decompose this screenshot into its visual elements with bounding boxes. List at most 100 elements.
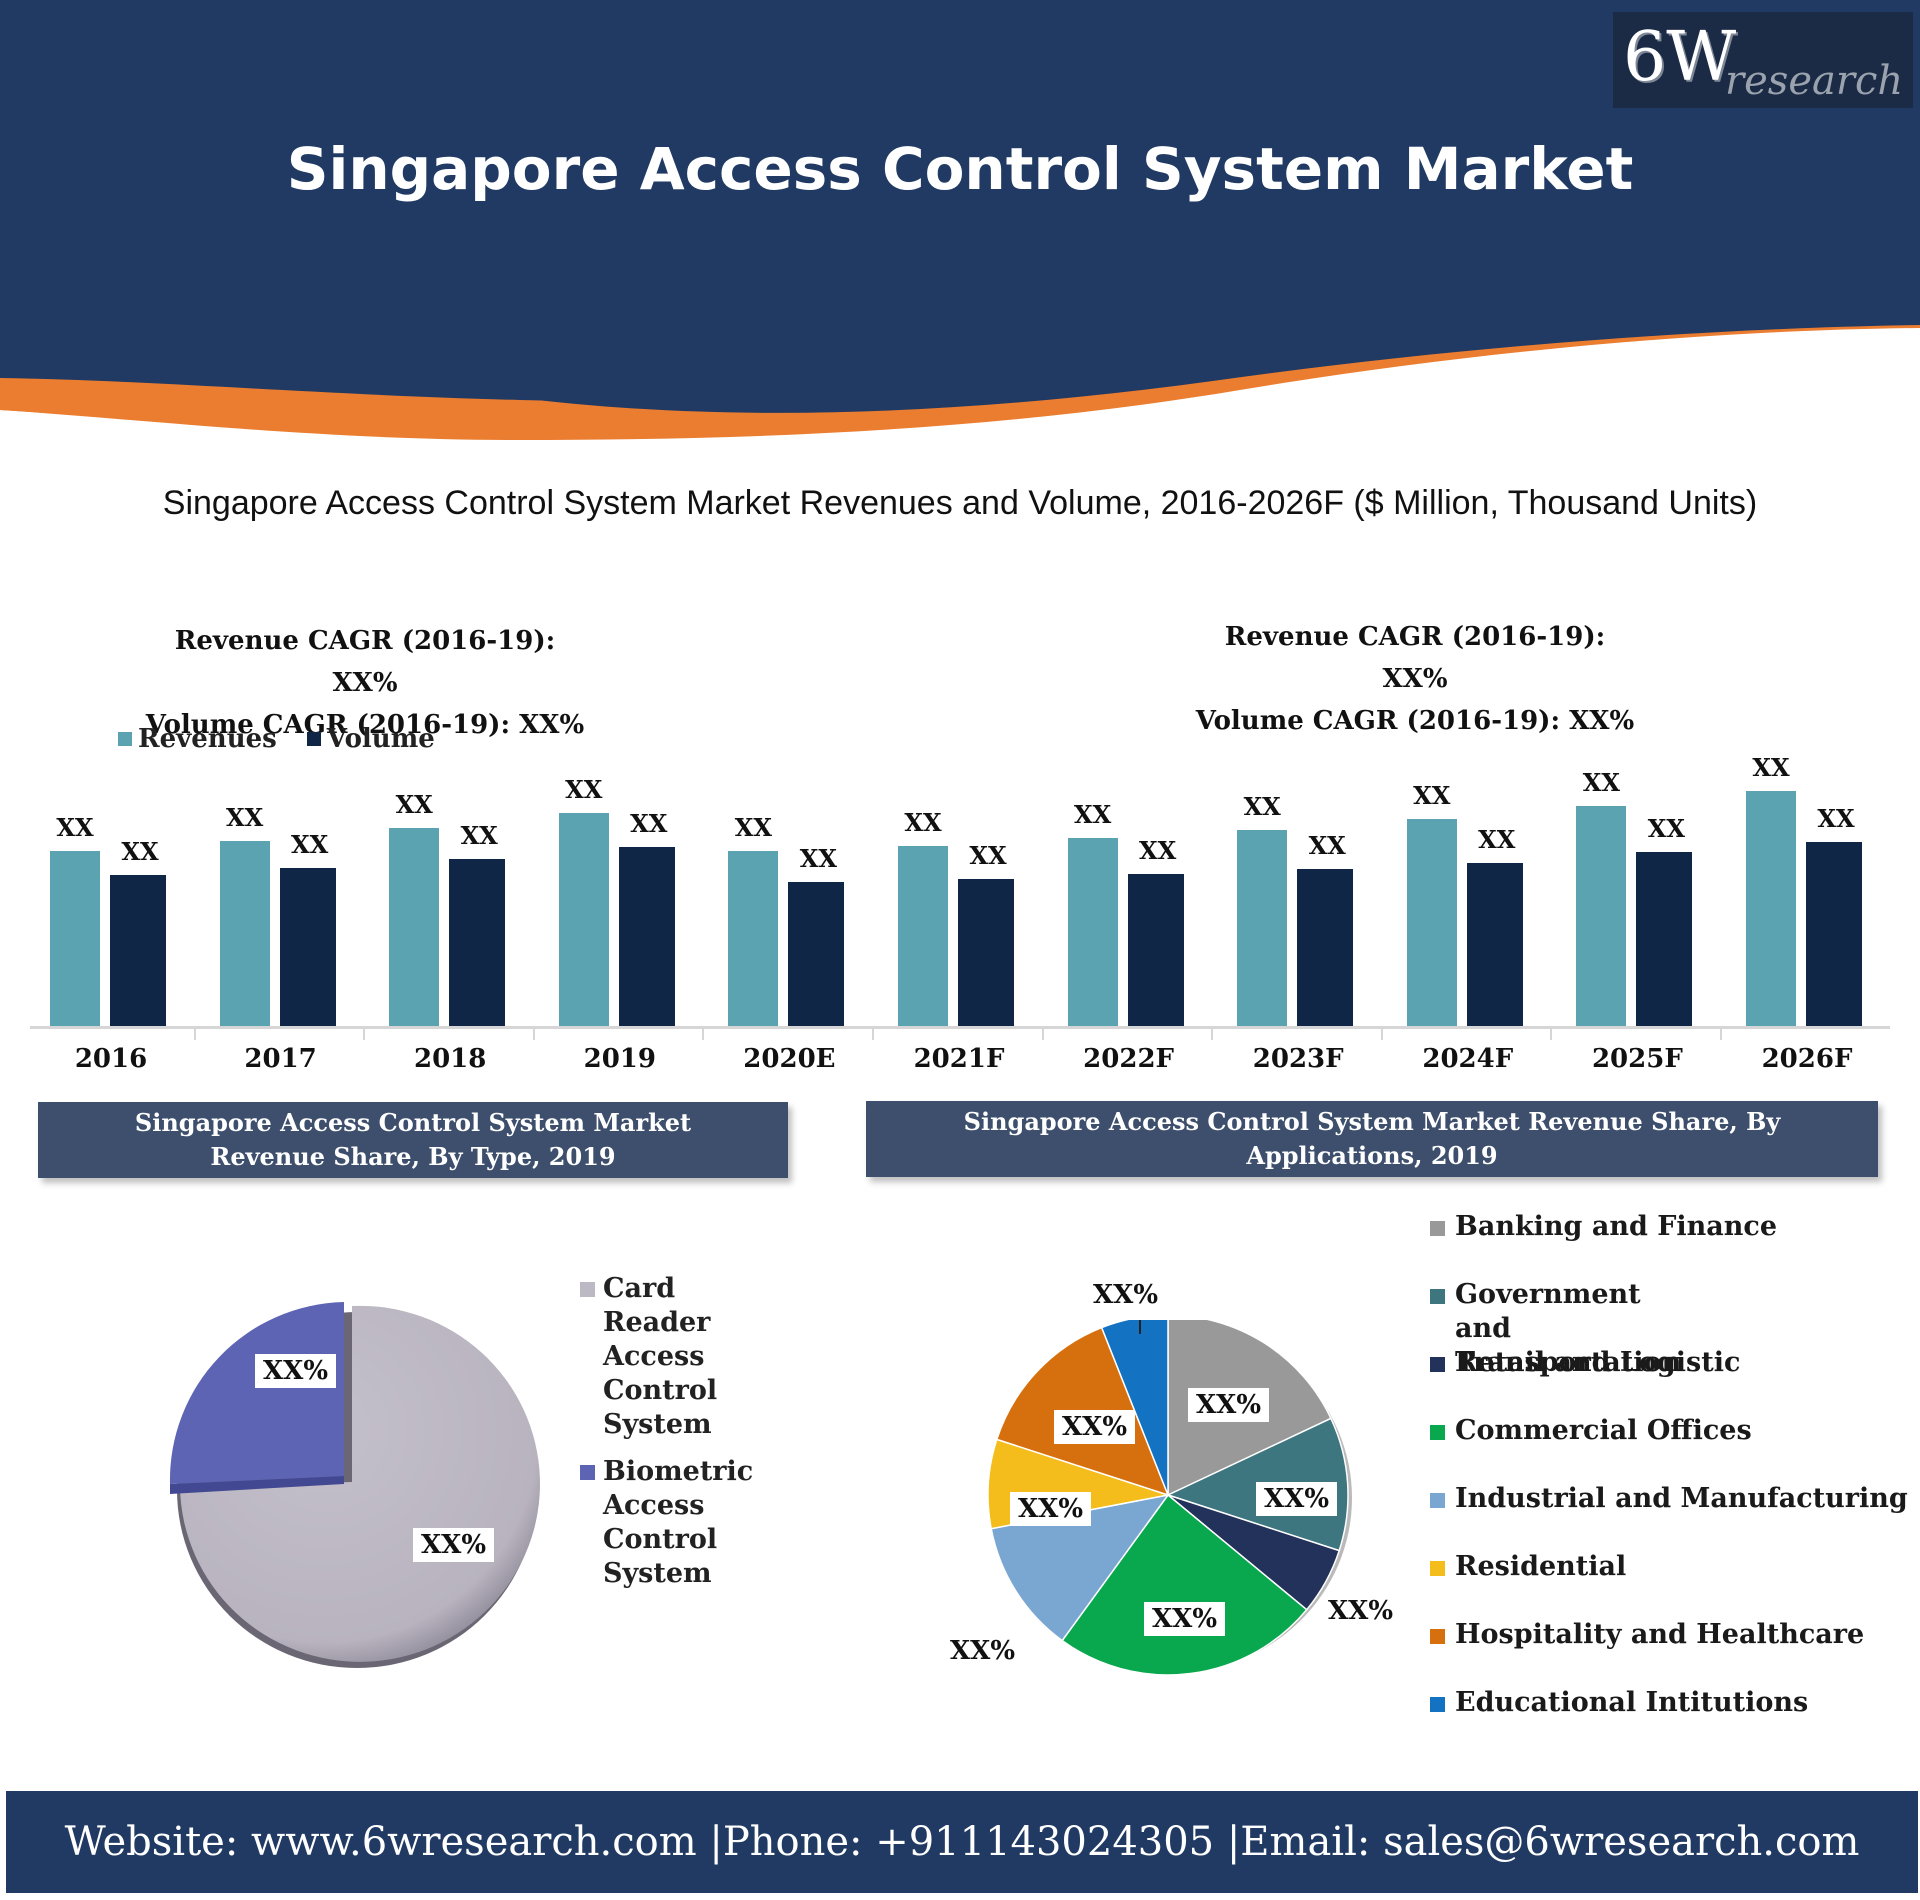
legend-label: Government and Transportation (1455, 1279, 1682, 1378)
volume-value-label: XX (799, 844, 838, 873)
x-axis-tick (1550, 1026, 1553, 1040)
x-axis-label: 2022F (1083, 1044, 1174, 1074)
revenue-value-label: XX (1582, 768, 1621, 797)
bar-group-2024f: XX XX 2024F (1395, 760, 1565, 1080)
type-share-pie-chart (169, 1302, 540, 1668)
x-axis-tick (1041, 1026, 1044, 1040)
legend-item-banking: Banking and Finance (1430, 1210, 1777, 1244)
revenue-value-label: XX (565, 775, 603, 804)
legend-item-revenues: Revenues (118, 724, 277, 754)
volume-value-label: XX (969, 841, 1007, 870)
type-share-title: Singapore Access Control System Market R… (134, 1108, 692, 1171)
revenue-value-label: XX (225, 803, 264, 832)
legend-label: Volume (326, 724, 435, 754)
industrial-swatch-icon (1430, 1493, 1445, 1508)
footer-contact-text: Website: www.6wresearch.com |Phone: +911… (64, 1819, 1860, 1865)
banking-value-label: XX% (1188, 1388, 1270, 1422)
retail-value-label: XX% (1328, 1596, 1394, 1626)
commercial-swatch-icon (1430, 1425, 1445, 1440)
main-chart-title: Singapore Access Control System Market R… (162, 484, 1758, 522)
type-legend-card-reader: Card Reader Access Control System (580, 1272, 800, 1442)
x-axis-tick (1380, 1026, 1383, 1040)
type-legend-biometric: Biometric Access Control System (580, 1455, 800, 1591)
revenue-value-label: XX (395, 790, 433, 819)
legend-label: Card Reader Access Control System (603, 1273, 718, 1440)
volume-bar (618, 847, 675, 1026)
revenue-bar (558, 813, 609, 1026)
bar-group-2022f: XX XX 2022F (1056, 760, 1226, 1080)
legend-item-industrial: Industrial and Manufacturing (1430, 1482, 1908, 1516)
volume-swatch-icon (306, 732, 321, 746)
volume-value-label: XX (1647, 814, 1686, 843)
x-axis-tick (872, 1026, 874, 1040)
retail-swatch-icon (1430, 1357, 1445, 1372)
legend-item-retail: Retail and Logistic (1430, 1346, 1740, 1380)
revenue-bar (219, 841, 270, 1026)
x-axis-label: 2025F (1591, 1044, 1683, 1074)
x-axis-label: 2019 (583, 1044, 656, 1074)
revenue-bar (389, 828, 440, 1026)
revenue-cagr-right: Revenue CAGR (2016-19): XX% (1224, 622, 1606, 694)
header-banner: Singapore Access Control System Market 6… (0, 0, 1920, 450)
cagr-left: Revenue CAGR (2016-19): XX% Volume CAGR … (140, 620, 590, 746)
volume-bar (1127, 874, 1184, 1026)
x-axis-tick (193, 1026, 196, 1040)
volume-bar (1466, 863, 1523, 1026)
revenues-swatch-icon (118, 732, 132, 746)
volume-value-label: XX (1478, 825, 1516, 854)
revenue-cagr-left: Revenue CAGR (2016-19): XX% (174, 626, 556, 698)
volume-value-label: XX (460, 821, 498, 850)
volume-bar (279, 868, 336, 1026)
legend-label: Biometric Access Control System (603, 1456, 754, 1589)
legend-label: Revenues (138, 724, 277, 754)
volume-bar (1297, 869, 1354, 1026)
revenue-bar (728, 851, 779, 1026)
revenue-value-label: XX (1413, 781, 1451, 810)
x-axis-label: 2024F (1422, 1044, 1514, 1074)
legend-item-residential: Residential (1430, 1550, 1626, 1584)
bar-group-2023f: XX XX 2023F (1225, 760, 1395, 1080)
legend-label: Residential (1455, 1551, 1627, 1582)
x-axis-tick (1720, 1026, 1722, 1040)
revenue-value-label: XX (734, 813, 773, 842)
card-reader-value-label: XX% (413, 1528, 495, 1562)
x-axis-tick (532, 1026, 535, 1040)
volume-value-label: XX (630, 809, 668, 838)
revenue-value-label: XX (56, 813, 94, 842)
volume-bar (958, 879, 1014, 1026)
revenue-volume-bar-chart: XX XX 2016 XX XX 2017 XX XX 2018 XX XX 2019 XX XX 2020… (30, 753, 1890, 1080)
legend-label: Banking and Finance (1455, 1211, 1778, 1242)
bar-group-2021f: XX XX 2021F (886, 760, 1056, 1080)
x-axis-label: 2023F (1252, 1044, 1344, 1074)
application-share-title: Singapore Access Control System Market R… (963, 1107, 1781, 1170)
volume-value-label: XX (1138, 836, 1177, 865)
legend-item-commercial: Commercial Offices (1430, 1414, 1752, 1448)
legend-label: Educational Intitutions (1455, 1687, 1809, 1718)
volume-bar (449, 859, 506, 1026)
revenue-value-label: XX (904, 808, 942, 837)
logo-primary-text: 6W (1623, 18, 1737, 97)
residential-swatch-icon (1430, 1561, 1445, 1576)
slice-commercial (1061, 1493, 1308, 1676)
slice-biometric (169, 1302, 344, 1484)
banking-swatch-icon (1430, 1221, 1445, 1236)
legend-label: Commercial Offices (1455, 1415, 1752, 1446)
footer-contact-bar: Website: www.6wresearch.com |Phone: +911… (6, 1791, 1918, 1893)
x-axis-label: 2021F (913, 1044, 1005, 1074)
bar-group-2026f: XX XX 2026F (1734, 753, 1904, 1080)
volume-cagr-left: Volume CAGR (2016-19): XX% (145, 710, 585, 740)
legend-item-government: Government and Transportation (1430, 1278, 1695, 1380)
slice-industrial (990, 1493, 1170, 1642)
slice-biometric-depth (170, 1476, 344, 1494)
x-axis-label: 2020E (743, 1044, 836, 1074)
legend-item-hospitality: Hospitality and Healthcare (1430, 1618, 1864, 1652)
bar-chart-legend: Revenues Volume (118, 724, 435, 754)
government-swatch-icon (1430, 1289, 1445, 1304)
revenue-bar (1406, 819, 1457, 1026)
revenue-bar (1237, 830, 1288, 1026)
application-share-banner: Singapore Access Control System Market R… (866, 1101, 1878, 1177)
bar-group-2016: XX XX 2016 (38, 760, 208, 1080)
slice-education (1100, 1320, 1169, 1496)
revenue-bar (1067, 838, 1118, 1026)
revenue-bar (898, 846, 948, 1026)
